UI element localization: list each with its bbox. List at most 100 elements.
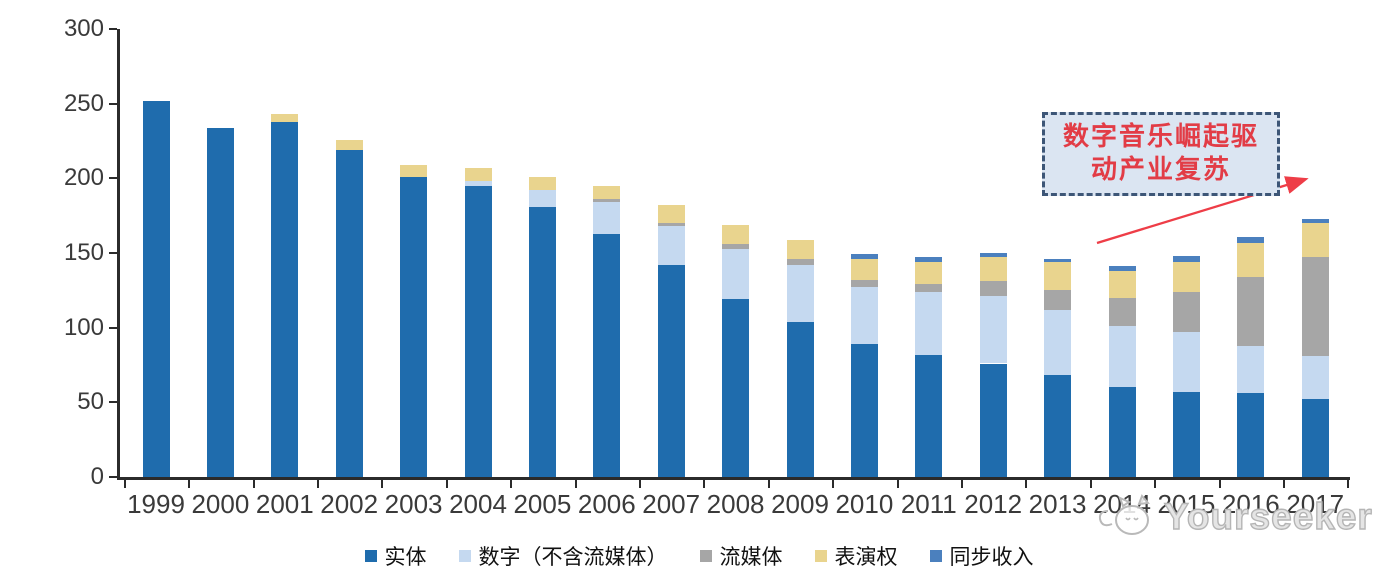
x-axis-label-2006: 2006 (577, 489, 636, 519)
chart-legend: 实体 数字（不含流媒体） 流媒体 表演权 同步收入 (0, 541, 1398, 571)
y-axis-line (117, 29, 120, 480)
bar-segment-performance-rights-2006 (593, 185, 621, 200)
legend-label-streaming: 流媒体 (719, 545, 783, 569)
x-axis-tick (961, 480, 963, 488)
x-axis-tick (1089, 480, 1092, 488)
annotation-text-line1: 数字音乐崛起驱 (1062, 122, 1259, 152)
bar-segment-performance-rights-2011 (915, 261, 943, 285)
watermark-text: Yourseeker (1163, 495, 1373, 537)
x-axis-tick (188, 480, 191, 488)
bar-segment-sync-revenue-2011 (915, 257, 943, 262)
bar-segment-physical-2016 (1237, 393, 1265, 477)
x-axis-tick (123, 480, 126, 488)
bar-segment-physical-2005 (528, 206, 556, 477)
bar-segment-physical-2000 (206, 127, 234, 477)
bar-segment-performance-rights-2008 (722, 224, 750, 245)
cat-logo-icon (1098, 494, 1150, 535)
y-axis-tick-label: 250 (63, 89, 104, 117)
x-axis-tick (1347, 480, 1350, 488)
y-axis-tick (109, 326, 117, 329)
x-axis-label-2005: 2005 (513, 489, 572, 519)
x-axis-label-2010: 2010 (835, 489, 894, 519)
legend-item-performance-rights: 表演权 (814, 541, 898, 571)
x-axis-label-2002: 2002 (320, 489, 379, 519)
x-axis-tick (1154, 480, 1157, 488)
y-axis-tick (109, 28, 117, 30)
bar-segment-physical-1999 (142, 100, 170, 477)
bar-segment-physical-2008 (722, 299, 750, 477)
bar-segment-performance-rights-2009 (786, 239, 814, 259)
y-axis-tick (109, 102, 117, 105)
x-axis-label-1999: 1999 (127, 489, 185, 519)
bar-segment-sync-revenue-2017 (1301, 218, 1329, 224)
bar-segment-digital-ex-streaming-2009 (786, 264, 814, 322)
y-axis-tick (109, 177, 117, 180)
bar-segment-physical-2017 (1301, 399, 1329, 477)
bar-segment-physical-2001 (271, 121, 299, 477)
bar-segment-physical-2004 (464, 185, 492, 477)
bar-segment-performance-rights-2004 (464, 167, 492, 182)
bar-segment-streaming-2014 (1108, 297, 1136, 327)
bar-segment-physical-2010 (850, 344, 878, 477)
bar-segment-sync-revenue-2013 (1044, 258, 1072, 262)
legend-item-sync-revenue: 同步收入 (929, 541, 1034, 571)
bar-segment-streaming-2013 (1044, 290, 1072, 310)
legend-label-physical: 实体 (384, 545, 427, 569)
bar-segment-streaming-2016 (1237, 276, 1265, 346)
bar-segment-streaming-2012 (979, 281, 1007, 297)
x-axis-tick (832, 480, 835, 488)
bar-segment-streaming-2011 (915, 284, 943, 292)
bar-segment-streaming-2008 (722, 244, 750, 249)
x-axis-tick (639, 480, 641, 488)
bar-segment-digital-ex-streaming-2015 (1172, 332, 1200, 392)
bar-segment-physical-2003 (400, 176, 428, 477)
bar-segment-streaming-2006 (593, 199, 621, 203)
x-axis-tick (703, 480, 706, 488)
legend-swatch-streaming (699, 550, 712, 562)
x-axis-tick (767, 480, 770, 488)
legend-item-streaming: 流媒体 (699, 541, 783, 571)
legend-item-physical: 实体 (364, 541, 427, 571)
x-axis-tick (1283, 480, 1285, 488)
legend-swatch-physical (364, 550, 377, 562)
x-axis-label-2012: 2012 (964, 489, 1023, 519)
x-axis-tick (381, 480, 384, 488)
bar-segment-performance-rights-2005 (528, 176, 556, 191)
bar-segment-physical-2013 (1044, 375, 1072, 477)
bar-segment-physical-2012 (979, 363, 1007, 477)
y-axis-tick-label: 300 (63, 15, 104, 42)
annotation-box: 数字音乐崛起驱 动产业复苏 (1042, 112, 1280, 196)
bar-segment-performance-rights-2007 (657, 205, 685, 224)
bar-segment-performance-rights-2015 (1172, 261, 1200, 292)
bar-segment-streaming-2010 (850, 279, 878, 288)
legend-swatch-digital-ex-streaming (458, 550, 471, 562)
x-axis-tick (510, 480, 513, 488)
bar-segment-performance-rights-2002 (335, 139, 363, 150)
bar-segment-sync-revenue-2010 (850, 254, 878, 259)
x-axis-tick (252, 480, 255, 488)
legend-swatch-sync-revenue (929, 550, 942, 562)
x-axis-tick (896, 480, 899, 488)
bar-segment-digital-ex-streaming-2011 (915, 291, 943, 355)
bar-segment-performance-rights-2012 (979, 257, 1007, 282)
legend-item-digital-ex-streaming: 数字（不含流媒体） (458, 541, 668, 571)
bar-segment-physical-2011 (915, 354, 943, 477)
x-axis-label-2003: 2003 (384, 489, 443, 519)
y-axis-tick-label: 200 (63, 164, 104, 192)
x-axis-label-2016: 2016 (1221, 489, 1280, 519)
bar-segment-streaming-2009 (786, 258, 814, 265)
bar-segment-physical-2007 (657, 264, 685, 477)
y-axis-tick-label: 50 (77, 388, 104, 416)
y-axis-tick-label: 150 (63, 239, 104, 266)
x-axis-tick (317, 480, 319, 488)
bar-segment-streaming-2007 (657, 223, 685, 227)
y-axis-tick-label: 0 (90, 463, 104, 490)
x-axis-label-2001: 2001 (255, 489, 314, 519)
x-axis-label-2013: 2013 (1028, 489, 1087, 519)
bar-segment-digital-ex-streaming-2006 (593, 202, 621, 234)
watermark: Yourseeker (1096, 494, 1373, 540)
bar-segment-sync-revenue-2014 (1108, 266, 1136, 271)
legend-swatch-performance-rights (814, 550, 827, 562)
bar-segment-digital-ex-streaming-2004 (464, 181, 492, 186)
x-axis-label-2000: 2000 (191, 489, 250, 519)
